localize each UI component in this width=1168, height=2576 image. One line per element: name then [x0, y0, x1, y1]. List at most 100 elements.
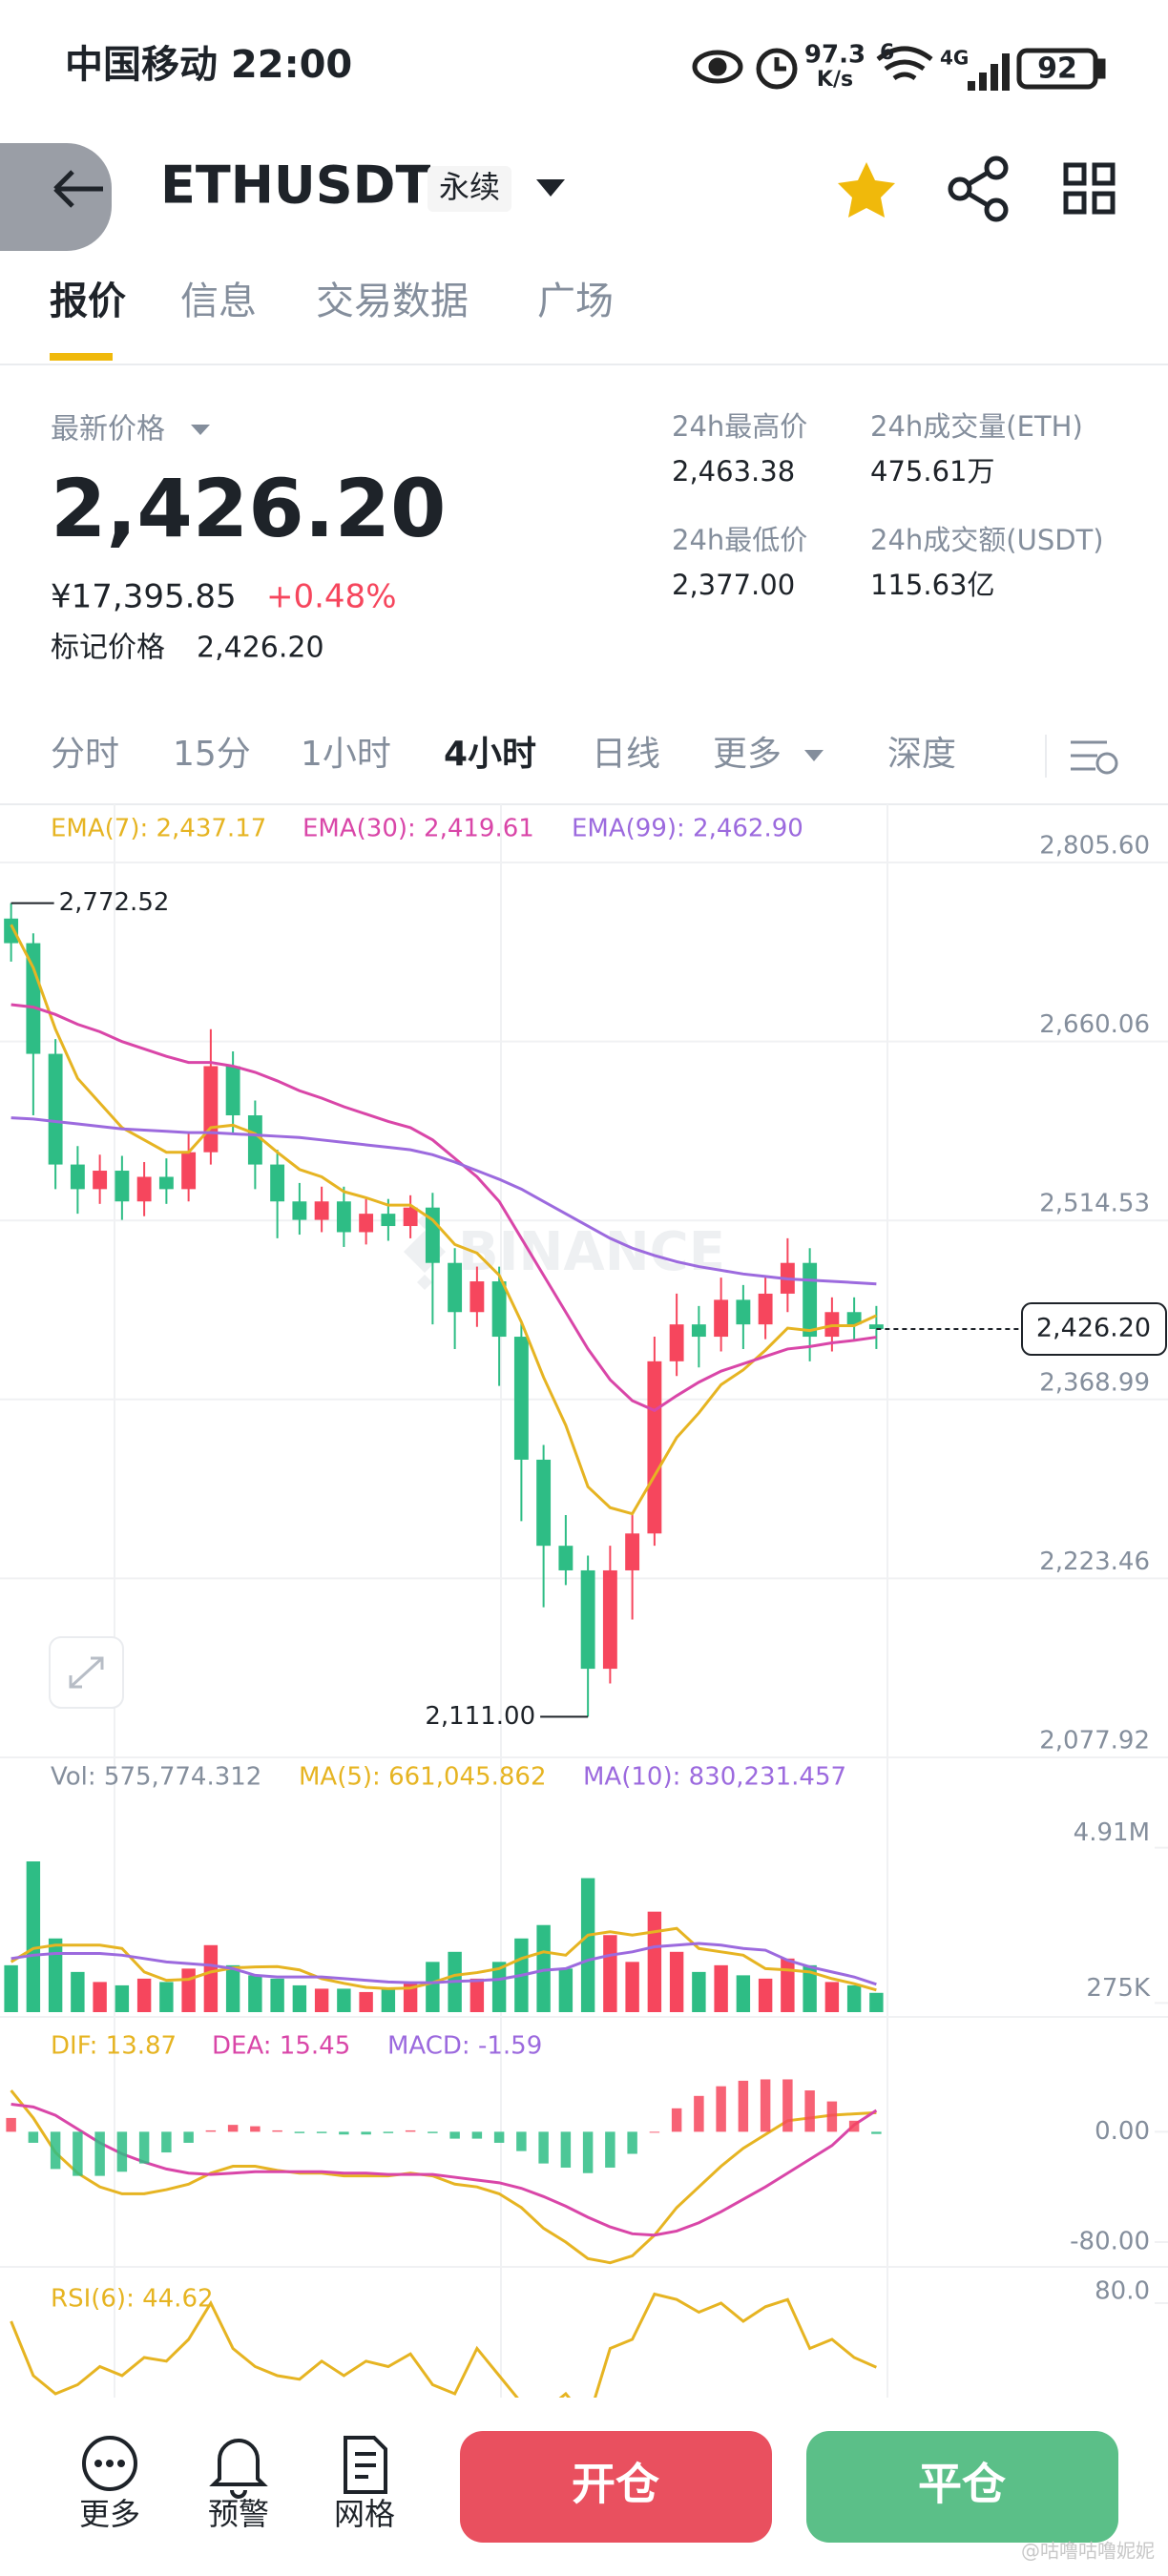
- bar: [270, 1978, 284, 2012]
- legend-entry: MA(10): 830,231.457: [583, 1763, 846, 1792]
- bar: [183, 2131, 194, 2143]
- legend-entry: DIF: 13.87: [51, 2032, 177, 2061]
- bar: [826, 2101, 838, 2132]
- legend-entry: Vol: 575,774.312: [51, 1763, 261, 1792]
- candle-body: [448, 1262, 463, 1313]
- bar: [381, 1988, 396, 2012]
- bar: [558, 1968, 574, 2012]
- candle-body: [669, 1324, 684, 1361]
- bar: [469, 1978, 485, 2012]
- more-dropdown[interactable]: [804, 750, 824, 761]
- bar: [337, 1988, 351, 2012]
- interval[interactable]: 深度: [887, 735, 956, 774]
- back-button[interactable]: [0, 143, 112, 251]
- bar: [116, 2131, 128, 2172]
- watermark-text: BINANCE: [458, 1221, 725, 1283]
- tab[interactable]: 广场: [537, 280, 614, 323]
- stat-label: 24h成交额(USDT): [870, 524, 1104, 556]
- tab-indicator: [50, 353, 113, 361]
- bar: [225, 1964, 240, 2012]
- actions: 更多 预警 网格: [79, 2496, 395, 2532]
- candle-body: [247, 1115, 262, 1165]
- bar: [93, 1982, 107, 2012]
- indicator-settings[interactable]: [1071, 740, 1118, 775]
- bar: [26, 1861, 41, 2012]
- interval[interactable]: 1小时: [301, 735, 391, 774]
- candle-body: [691, 1324, 706, 1338]
- open-button[interactable]: 开仓: [460, 2431, 772, 2543]
- close-button[interactable]: 平仓: [806, 2431, 1118, 2543]
- y-tick-label: 80.0: [1095, 2277, 1150, 2306]
- interval[interactable]: 15分: [173, 735, 251, 774]
- interval[interactable]: 分时: [51, 735, 119, 774]
- bar: [582, 2131, 594, 2173]
- watermark-logo: [404, 1214, 446, 1290]
- chart-panel: 0.00 -80.00 DIF: 13.87 DEA: 15.45 MACD: -1.5…: [6, 2032, 1168, 2265]
- grid-icon[interactable]: [344, 2436, 387, 2494]
- stats: 24h最高价 2,463.38 24h成交量(ETH) 475.61万 24h最低价 2,…: [672, 410, 1104, 601]
- interval[interactable]: 日线: [592, 735, 660, 774]
- candle-body: [536, 1459, 552, 1547]
- symbol[interactable]: ETHUSDT: [160, 156, 430, 216]
- candle-body: [868, 1324, 884, 1330]
- candle-body: [625, 1533, 640, 1570]
- bar: [738, 2080, 749, 2132]
- bar: [671, 2108, 682, 2132]
- candle-body: [48, 1053, 63, 1165]
- candle-body: [758, 1293, 773, 1325]
- bar: [560, 2131, 572, 2168]
- candle-body: [469, 1281, 485, 1313]
- candle-body: [270, 1164, 285, 1202]
- bar: [4, 1964, 18, 2012]
- open-label[interactable]: 开仓: [572, 2459, 660, 2510]
- candle-body: [181, 1152, 197, 1190]
- bar: [248, 1975, 262, 2012]
- bar: [493, 2131, 505, 2143]
- y-tick-label: 2,368.99: [1039, 1368, 1150, 1397]
- bar: [50, 2131, 61, 2170]
- mark-price: 2,426.20: [197, 632, 324, 665]
- tab[interactable]: 报价: [50, 280, 126, 323]
- bar: [203, 1944, 219, 2012]
- tab[interactable]: 交易数据: [316, 280, 469, 323]
- share[interactable]: [948, 156, 1009, 222]
- candle-body: [736, 1299, 751, 1325]
- bar: [405, 2129, 416, 2132]
- interval[interactable]: 4小时: [444, 735, 536, 774]
- bar: [625, 1962, 639, 2012]
- alert-icon[interactable]: [209, 2439, 268, 2499]
- expand-button[interactable]: [49, 1636, 124, 1709]
- action-label[interactable]: 网格: [334, 2496, 395, 2532]
- favorite[interactable]: [838, 162, 895, 218]
- more-icon[interactable]: [82, 2436, 137, 2491]
- bar: [848, 2120, 860, 2132]
- candle-body: [4, 918, 19, 944]
- bar: [339, 2131, 349, 2135]
- bar: [48, 1938, 63, 2012]
- candle-body: [580, 1569, 595, 1670]
- symbol-dropdown[interactable]: [536, 179, 565, 197]
- last-price-tag: [1021, 1302, 1167, 1357]
- bar: [538, 2131, 549, 2164]
- bar: [605, 2131, 615, 2168]
- y-tick-label: 2,223.46: [1039, 1548, 1150, 1576]
- grid-menu[interactable]: [1063, 162, 1116, 215]
- series-line: [10, 1926, 877, 1992]
- bar: [428, 2131, 438, 2133]
- last-price: 2,426.20: [51, 462, 447, 555]
- interval[interactable]: 更多: [713, 735, 782, 774]
- candle-body: [425, 1207, 440, 1263]
- action-label[interactable]: 更多: [79, 2496, 140, 2532]
- bar: [736, 1975, 751, 2012]
- stat-label: 24h最高价: [672, 410, 807, 443]
- last-price-dropdown[interactable]: [191, 425, 210, 435]
- y-tick-label: 2,660.06: [1039, 1010, 1150, 1039]
- legend-entry: EMA(99): 2,462.90: [572, 815, 803, 843]
- action-label[interactable]: 预警: [208, 2496, 269, 2532]
- y-tick-label: -80.00: [1070, 2227, 1150, 2255]
- series-line: [10, 1942, 877, 1986]
- tab[interactable]: 信息: [180, 280, 257, 323]
- close-label[interactable]: 平仓: [918, 2459, 1007, 2510]
- candle-body: [26, 943, 41, 1054]
